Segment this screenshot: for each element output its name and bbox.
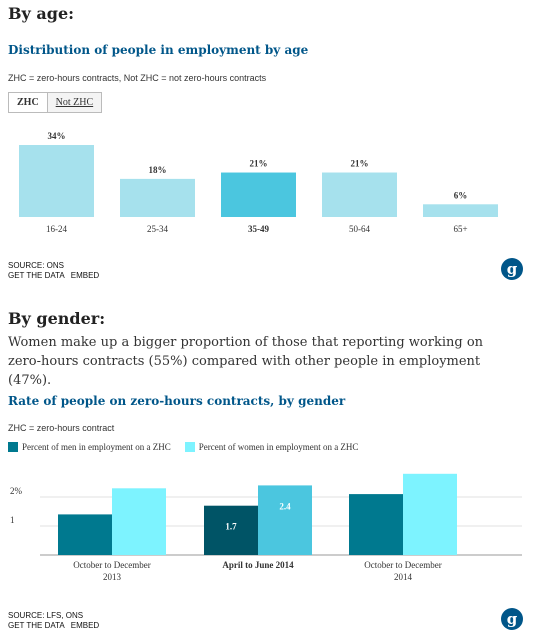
age-bar-value-label: 21% [351,159,369,169]
tab-zhc[interactable]: ZHC [9,93,48,112]
age-bar[interactable] [221,172,296,217]
age-category-label: 25-34 [147,224,168,234]
guardian-logo-icon: g [501,258,523,280]
gender-source-text: SOURCE: LFS, ONS [8,611,84,620]
age-bar-value-label: 6% [454,190,468,200]
age-bar[interactable] [423,204,498,217]
women-bar[interactable] [403,473,457,555]
age-bar[interactable] [19,145,94,217]
gender-category-label: October to December [364,560,441,570]
age-bar-value-label: 18% [149,165,167,175]
gender-bar-chart: 1 2% October to December 2013 1.7 2.4 April to… [10,473,522,582]
gender-y-tick-label: 2% [10,486,23,496]
age-chart-key: ZHC = zero-hours contracts, Not ZHC = no… [8,73,267,83]
gender-chart-title: Rate of people on zero-hours contracts, … [8,394,346,408]
age-tabs: ZHC Not ZHC [8,92,103,113]
tab-not-zhc[interactable]: Not ZHC [47,93,102,112]
age-bar[interactable] [322,172,397,217]
age-category-label: 65+ [453,224,467,234]
legend-item-women: Percent of women in employment on a ZHC [184,442,359,452]
men-bar[interactable] [349,494,403,555]
age-source-text: SOURCE: ONS [8,261,65,270]
gender-embed-link[interactable]: EMBED [70,621,100,630]
gender-category-label: April to June 2014 [222,560,294,570]
gender-category-label: October to December [73,560,150,570]
gender-chart-key: ZHC = zero-hours contract [8,423,115,433]
gender-bar-value-label: 1.7 [225,522,237,532]
guardian-logo-icon: g [501,608,523,630]
gender-category-label-year: 2014 [394,572,413,582]
age-source-block: SOURCE: ONS GET THE DATA EMBED [8,261,105,281]
age-bar-chart: 34% 16-24 18% 25-34 21% 35-49 21% 50-64 6% 65+ [19,131,498,234]
age-category-label: 35-49 [248,224,269,234]
age-category-label: 16-24 [46,224,67,234]
age-embed-link[interactable]: EMBED [70,271,100,280]
gender-description: Women make up a bigger proportion of tho… [8,335,484,388]
women-bar[interactable] [112,488,166,555]
age-bar-value-label: 34% [48,131,66,141]
men-bar[interactable] [58,514,112,555]
gender-category-label-year: 2013 [103,572,122,582]
age-category-label: 50-64 [349,224,370,234]
age-bar[interactable] [120,178,195,217]
age-bar-value-label: 21% [250,159,268,169]
legend-label-men: Percent of men in employment on a ZHC [22,442,171,452]
legend-item-men: Percent of men in employment on a ZHC [8,442,171,452]
age-section-heading: By age: [8,4,75,23]
age-chart-title: Distribution of people in employment by … [8,43,309,57]
gender-bar-value-label: 2.4 [279,501,291,511]
gender-legend: Percent of men in employment on a ZHC Pe… [8,442,372,452]
women-bar[interactable] [258,485,312,555]
age-get-data-link[interactable]: GET THE DATA [8,271,65,280]
gender-section-heading: By gender: [8,309,106,328]
gender-source-block: SOURCE: LFS, ONS GET THE DATA EMBED [8,611,105,631]
legend-label-women: Percent of women in employment on a ZHC [198,442,359,452]
legend-swatch-men [8,442,18,452]
men-bar[interactable] [204,505,258,555]
legend-swatch-women [184,442,195,452]
gender-get-data-link[interactable]: GET THE DATA [8,621,65,630]
gender-y-tick-label: 1 [10,515,15,525]
